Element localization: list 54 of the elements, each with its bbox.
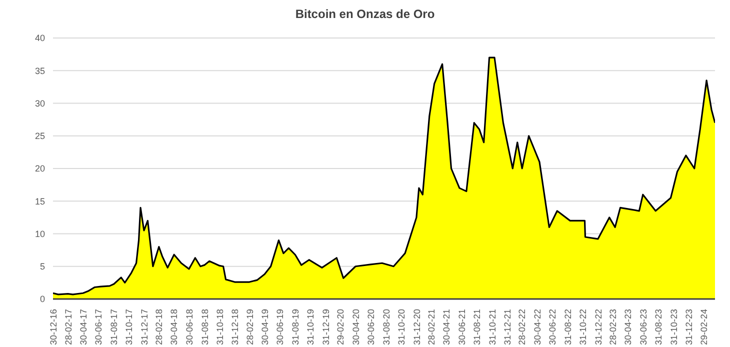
x-tick-label: 30-06-21 [456,309,467,346]
x-tick-label: 28-02-22 [517,309,528,346]
x-tick-label: 28-02-21 [426,309,436,346]
x-tick-label: 30-06-19 [275,309,286,346]
x-tick-label: 28-02-19 [244,309,255,346]
x-tick-label: 30-06-23 [638,309,648,346]
x-tick-label: 29-02-24 [698,309,709,346]
y-tick-label: 20 [34,164,45,174]
y-tick-label: 0 [40,294,45,304]
x-tick-label: 31-08-22 [562,309,573,346]
x-tick-label: 30-06-17 [94,309,104,346]
x-tick-label: 31-08-19 [290,309,301,346]
x-tick-label: 30-04-23 [623,309,634,346]
x-tick-label: 31-08-23 [654,309,664,346]
x-tick-label: 30-04-18 [169,309,180,346]
x-tick-label: 30-04-19 [260,309,270,346]
x-tick-label: 31-08-21 [472,309,482,346]
x-tick-label: 31-12-21 [502,309,513,346]
x-tick-label: 31-10-21 [487,309,498,346]
x-tick-label: 30-06-22 [548,309,558,346]
y-tick-label: 35 [34,66,45,76]
x-tick-label: 31-08-18 [200,309,210,346]
x-tick-label: 31-10-22 [578,309,588,346]
x-tick-label: 31-12-22 [593,309,604,346]
x-tick-label: 31-10-20 [396,309,407,346]
chart-title: Bitcoin en Onzas de Oro [294,7,436,21]
x-tick-label: 29-02-20 [336,309,346,346]
x-tick-label: 30-04-20 [350,309,361,346]
x-tick-label: 31-10-23 [668,309,679,346]
x-tick-label: 28-02-17 [63,309,74,346]
x-tick-label: 31-12-17 [139,309,150,346]
x-tick-label: 31-12-18 [230,309,240,346]
x-tick-label: 31-10-17 [124,309,134,346]
x-tick-label: 31-12-20 [412,309,422,346]
y-tick-label: 40 [34,33,45,44]
x-tick-label: 31-12-19 [320,309,331,346]
x-tick-label: 28-02-18 [154,309,164,346]
x-tick-label: 30-04-21 [442,309,452,346]
x-tick-label: 28-02-23 [608,309,618,346]
x-tick-label: 30-04-17 [78,309,88,346]
x-tick-label: 30-06-18 [184,309,194,346]
x-tick-label: 30-04-22 [532,309,542,346]
y-tick-label: 30 [34,98,45,108]
y-tick-label: 5 [40,262,45,272]
y-tick-label: 10 [34,228,45,239]
y-tick-label: 25 [34,131,45,142]
x-tick-label: 31-10-18 [214,309,225,346]
x-tick-label: 31-10-19 [306,309,316,346]
x-tick-label: 31-12-23 [684,309,694,346]
x-tick-label: 31-08-20 [382,309,392,346]
x-tick-label: 31-08-17 [109,309,120,346]
x-tick-label: 30-12-16 [48,309,58,346]
x-tick-label: 30-06-20 [366,309,376,346]
y-tick-label: 15 [34,196,45,206]
